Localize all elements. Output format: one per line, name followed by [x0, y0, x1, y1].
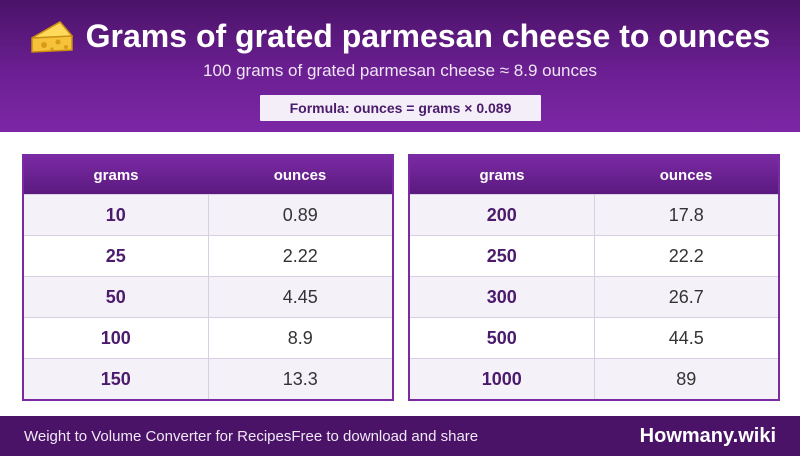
footer-share-note: Free to download and share — [291, 427, 479, 445]
footer-bar: Weight to Volume Converter for Recipes Fr… — [0, 416, 800, 456]
ounces-cell: 8.9 — [287, 327, 313, 348]
column-header-grams: grams — [93, 166, 139, 184]
ounces-cell: 17.8 — [668, 204, 704, 225]
table-row: 500 44.5 — [410, 317, 778, 358]
ounces-cell: 0.89 — [282, 204, 318, 225]
table-row: 200 17.8 — [410, 194, 778, 235]
grams-cell: 50 — [24, 277, 209, 317]
ounces-cell: 44.5 — [668, 327, 704, 348]
grams-cell: 100 — [24, 318, 209, 358]
table-header: grams ounces — [410, 156, 778, 194]
title-row: Grams of grated parmesan cheese to ounce… — [0, 14, 800, 58]
brand-logo-text[interactable]: Howmany.wiki — [639, 424, 776, 447]
grams-cell: 150 — [24, 359, 209, 399]
conversion-table-right: grams ounces 200 17.8 250 22.2 300 26.7 500… — [408, 154, 780, 401]
page-title: Grams of grated parmesan cheese to ounce… — [85, 17, 771, 54]
column-header-ounces: ounces — [273, 166, 327, 184]
grams-cell: 300 — [410, 277, 595, 317]
ounces-cell: 4.45 — [282, 286, 318, 307]
footer-tagline: Weight to Volume Converter for Recipes — [24, 427, 292, 445]
grams-cell: 250 — [410, 236, 595, 276]
ounces-cell: 26.7 — [668, 286, 704, 307]
page-subtitle: 100 grams of grated parmesan cheese ≈ 8.… — [203, 61, 597, 80]
cheese-icon — [30, 21, 74, 53]
grams-cell: 10 — [24, 195, 209, 235]
ounces-cell: 22.2 — [668, 245, 704, 266]
ounces-cell: 89 — [676, 368, 697, 389]
conversion-table-left: grams ounces 10 0.89 25 2.22 50 4.45 100 8.9… — [22, 154, 394, 401]
column-header-grams: grams — [479, 166, 525, 184]
table-body: 200 17.8 250 22.2 300 26.7 500 44.5 1000 89 — [410, 194, 778, 399]
ounces-cell: 2.22 — [282, 245, 318, 266]
table-row: 100 8.9 — [24, 317, 392, 358]
grams-cell: 200 — [410, 195, 595, 235]
table-row: 300 26.7 — [410, 276, 778, 317]
grams-cell: 500 — [410, 318, 595, 358]
column-header-ounces: ounces — [659, 166, 713, 184]
table-header: grams ounces — [24, 156, 392, 194]
table-row: 25 2.22 — [24, 235, 392, 276]
table-row: 1000 89 — [410, 358, 778, 399]
grams-cell: 25 — [24, 236, 209, 276]
header-banner: Grams of grated parmesan cheese to ounce… — [0, 0, 800, 132]
table-row: 10 0.89 — [24, 194, 392, 235]
grams-cell: 1000 — [410, 359, 595, 399]
formula-badge: Formula: ounces = grams × 0.089 — [260, 95, 541, 121]
table-body: 10 0.89 25 2.22 50 4.45 100 8.9 150 13.3 — [24, 194, 392, 399]
footer-text: Weight to Volume Converter for Recipes Fr… — [24, 416, 478, 456]
table-row: 50 4.45 — [24, 276, 392, 317]
ounces-cell: 13.3 — [282, 368, 318, 389]
table-row: 250 22.2 — [410, 235, 778, 276]
table-row: 150 13.3 — [24, 358, 392, 399]
